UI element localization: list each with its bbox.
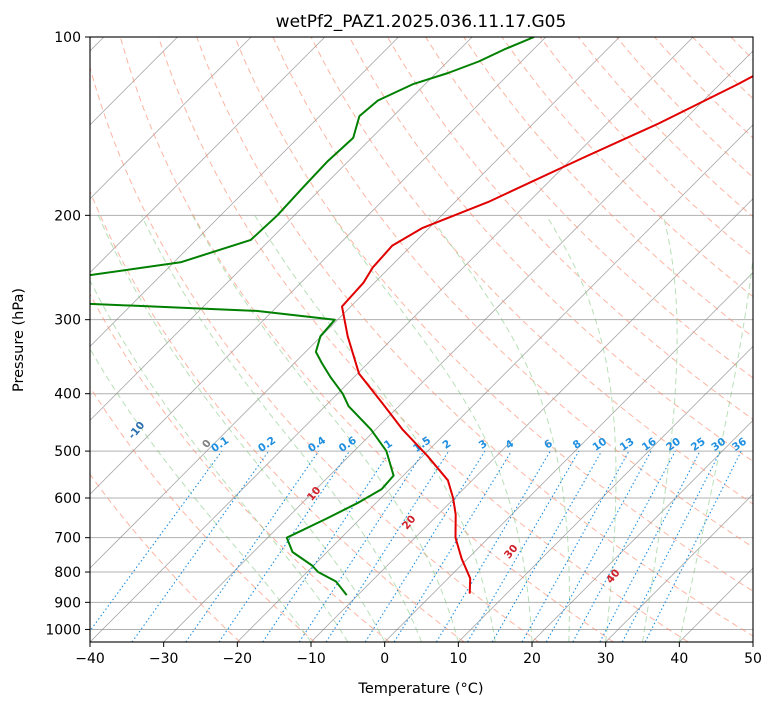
- dry-adiabat-line: [90, 293, 390, 642]
- x-tick-label: −10: [296, 651, 326, 667]
- y-tick-label: 700: [54, 531, 81, 547]
- moist-adiabat-line: [97, 215, 386, 642]
- mixing-ratio-line: [364, 450, 486, 642]
- dry-adiabats: [90, 37, 753, 642]
- dry-adiabat-line: [196, 37, 753, 637]
- y-tick-label: 600: [54, 491, 81, 507]
- y-tick-label: 900: [54, 595, 81, 611]
- chart-title: wetPf2_PAZ1.2025.036.11.17.G05: [276, 12, 567, 32]
- temperature-profile-line: [341, 75, 753, 594]
- isotherm-line: [90, 37, 326, 274]
- dry-adiabat-line: [90, 473, 241, 642]
- dry-adiabat-line: [272, 37, 753, 548]
- moist-adiabat-line: [90, 347, 312, 642]
- isotherm-line: [90, 37, 547, 495]
- plot-area: 0.10.20.40.611.52346810131620253036-100-…: [90, 37, 753, 642]
- mixing-ratio-line: [131, 450, 270, 642]
- isotherm-line: [90, 37, 694, 642]
- mixing-ratio-line: [572, 450, 676, 642]
- isotherm-line: [237, 124, 753, 642]
- dry-adiabat-line: [119, 37, 614, 642]
- isotherm-line: [531, 419, 753, 642]
- dry-adiabat-line: [348, 37, 753, 462]
- moist-adiabat-line: [678, 254, 753, 642]
- moist-adiabat-line: [428, 215, 570, 642]
- dewpoint-profile-line: [90, 37, 535, 596]
- mixing-ratio-line: [185, 450, 320, 642]
- mixing-ratio-line: [325, 450, 450, 642]
- sounding-profiles: [90, 37, 753, 596]
- isotherm-line: [90, 37, 399, 348]
- x-tick-label: 0: [380, 651, 389, 667]
- isotherm-line: [458, 345, 753, 642]
- x-tick-label: 50: [744, 651, 762, 667]
- moist-adiabat-line: [545, 215, 617, 642]
- dry-adiabat-line: [90, 65, 540, 642]
- x-axis-label: Temperature (°C): [357, 681, 483, 697]
- mixing-ratio-line: [467, 450, 580, 642]
- x-tick-label: 40: [670, 651, 688, 667]
- dry-adiabat-line: [234, 37, 753, 592]
- x-tick-label: −40: [75, 651, 105, 667]
- y-axis-label: Pressure (hPa): [11, 288, 27, 392]
- y-tick-label: 800: [54, 565, 81, 581]
- plot-frame: [89, 36, 754, 643]
- x-axis-ticks: −40 −30 −20 −10 0 10 20 30 40 50: [75, 642, 762, 667]
- isotherm-line: [163, 50, 753, 642]
- y-axis-ticks: 100 200 300 400 500 600 700 800 900 1000: [45, 30, 90, 638]
- dry-adiabat-line: [386, 37, 753, 420]
- dry-adiabat-line: [158, 37, 689, 642]
- y-tick-label: 300: [54, 313, 81, 329]
- dry-adiabat-line: [90, 190, 465, 642]
- mixing-ratio-line: [521, 450, 630, 642]
- moist-adiabat-line: [192, 215, 459, 642]
- mixing-ratio-line: [218, 450, 350, 642]
- y-tick-label: 100: [54, 30, 81, 46]
- mixing-ratio-line: [90, 450, 223, 632]
- mixing-ratio-line: [435, 450, 551, 642]
- isotherm-line: [605, 493, 753, 642]
- mixing-ratio-line: [491, 450, 603, 642]
- moist-adiabat-line: [331, 215, 533, 642]
- isotherm-grid: [90, 37, 753, 642]
- x-tick-label: 30: [597, 651, 615, 667]
- y-tick-label: 200: [54, 208, 81, 224]
- x-tick-label: −20: [223, 651, 253, 667]
- dry-adiabat-line: [501, 37, 753, 298]
- isotherm-line: [384, 271, 753, 642]
- y-tick-label: 1000: [45, 622, 81, 638]
- mixing-ratio-line: [393, 450, 512, 642]
- x-tick-label: 10: [449, 651, 467, 667]
- isotherm-line: [90, 37, 473, 421]
- mixing-ratio-line: [545, 450, 652, 642]
- isotherm-line: [90, 37, 252, 200]
- y-tick-label: 500: [54, 444, 81, 460]
- dry-adiabat-line: [425, 37, 753, 379]
- isotherm-line: [310, 198, 753, 642]
- isotherm-line: [90, 37, 620, 569]
- dry-adiabat-line: [310, 37, 753, 505]
- y-tick-label: 400: [54, 387, 81, 403]
- x-tick-label: 20: [523, 651, 541, 667]
- dry-adiabat-line: [463, 37, 753, 338]
- dry-adiabat-line: [90, 386, 316, 642]
- moist-adiabat-line: [642, 215, 678, 642]
- mixing-ratio-lines: [90, 450, 742, 642]
- x-tick-label: −30: [149, 651, 179, 667]
